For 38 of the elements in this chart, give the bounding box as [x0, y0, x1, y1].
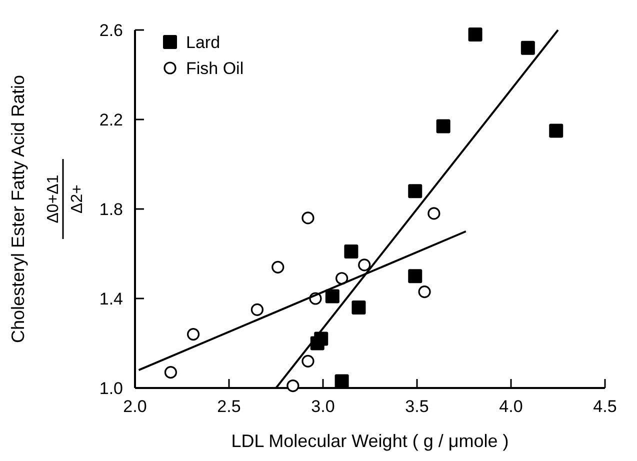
point	[334, 374, 349, 388]
point	[436, 119, 450, 134]
x-tick-label: 2.5	[217, 397, 241, 416]
legend-label: Lard	[186, 33, 220, 52]
x-tick-label: 2.0	[123, 397, 147, 416]
point	[164, 366, 178, 379]
point	[549, 124, 564, 138]
point	[520, 40, 535, 55]
point	[344, 244, 358, 259]
point	[428, 207, 440, 220]
x-tick-label: 3.0	[311, 397, 335, 416]
legend-label: Fish Oil	[186, 59, 244, 78]
x-tick-label: 4.5	[593, 397, 617, 416]
x-axis-title: LDL Molecular Weight ( g / μmole )	[231, 431, 509, 451]
y-tick-label: 2.2	[99, 110, 123, 130]
point	[336, 272, 348, 285]
x-tick-label: 3.5	[405, 397, 429, 416]
text: Δ2+	[69, 184, 86, 214]
y-tick-label: 1.4	[99, 290, 123, 308]
y-tick-label: 1.8	[99, 200, 123, 219]
y-tick-label: 1.0	[99, 379, 123, 398]
text: Δ0+Δ1	[45, 174, 62, 224]
point	[325, 289, 340, 304]
x-tick-label: 4.0	[499, 397, 523, 416]
point	[302, 212, 314, 224]
point	[250, 303, 264, 316]
point	[408, 184, 422, 198]
point	[418, 285, 431, 298]
point	[358, 258, 371, 272]
y-tick-label: 2.6	[99, 21, 123, 40]
point	[302, 354, 314, 368]
point	[408, 269, 422, 284]
point	[186, 328, 200, 341]
y-axis-title: Cholesteryl Ester Fatty Acid Ratio	[8, 74, 28, 344]
point	[468, 27, 482, 42]
point	[352, 300, 366, 314]
point	[286, 379, 300, 392]
point	[272, 260, 284, 274]
